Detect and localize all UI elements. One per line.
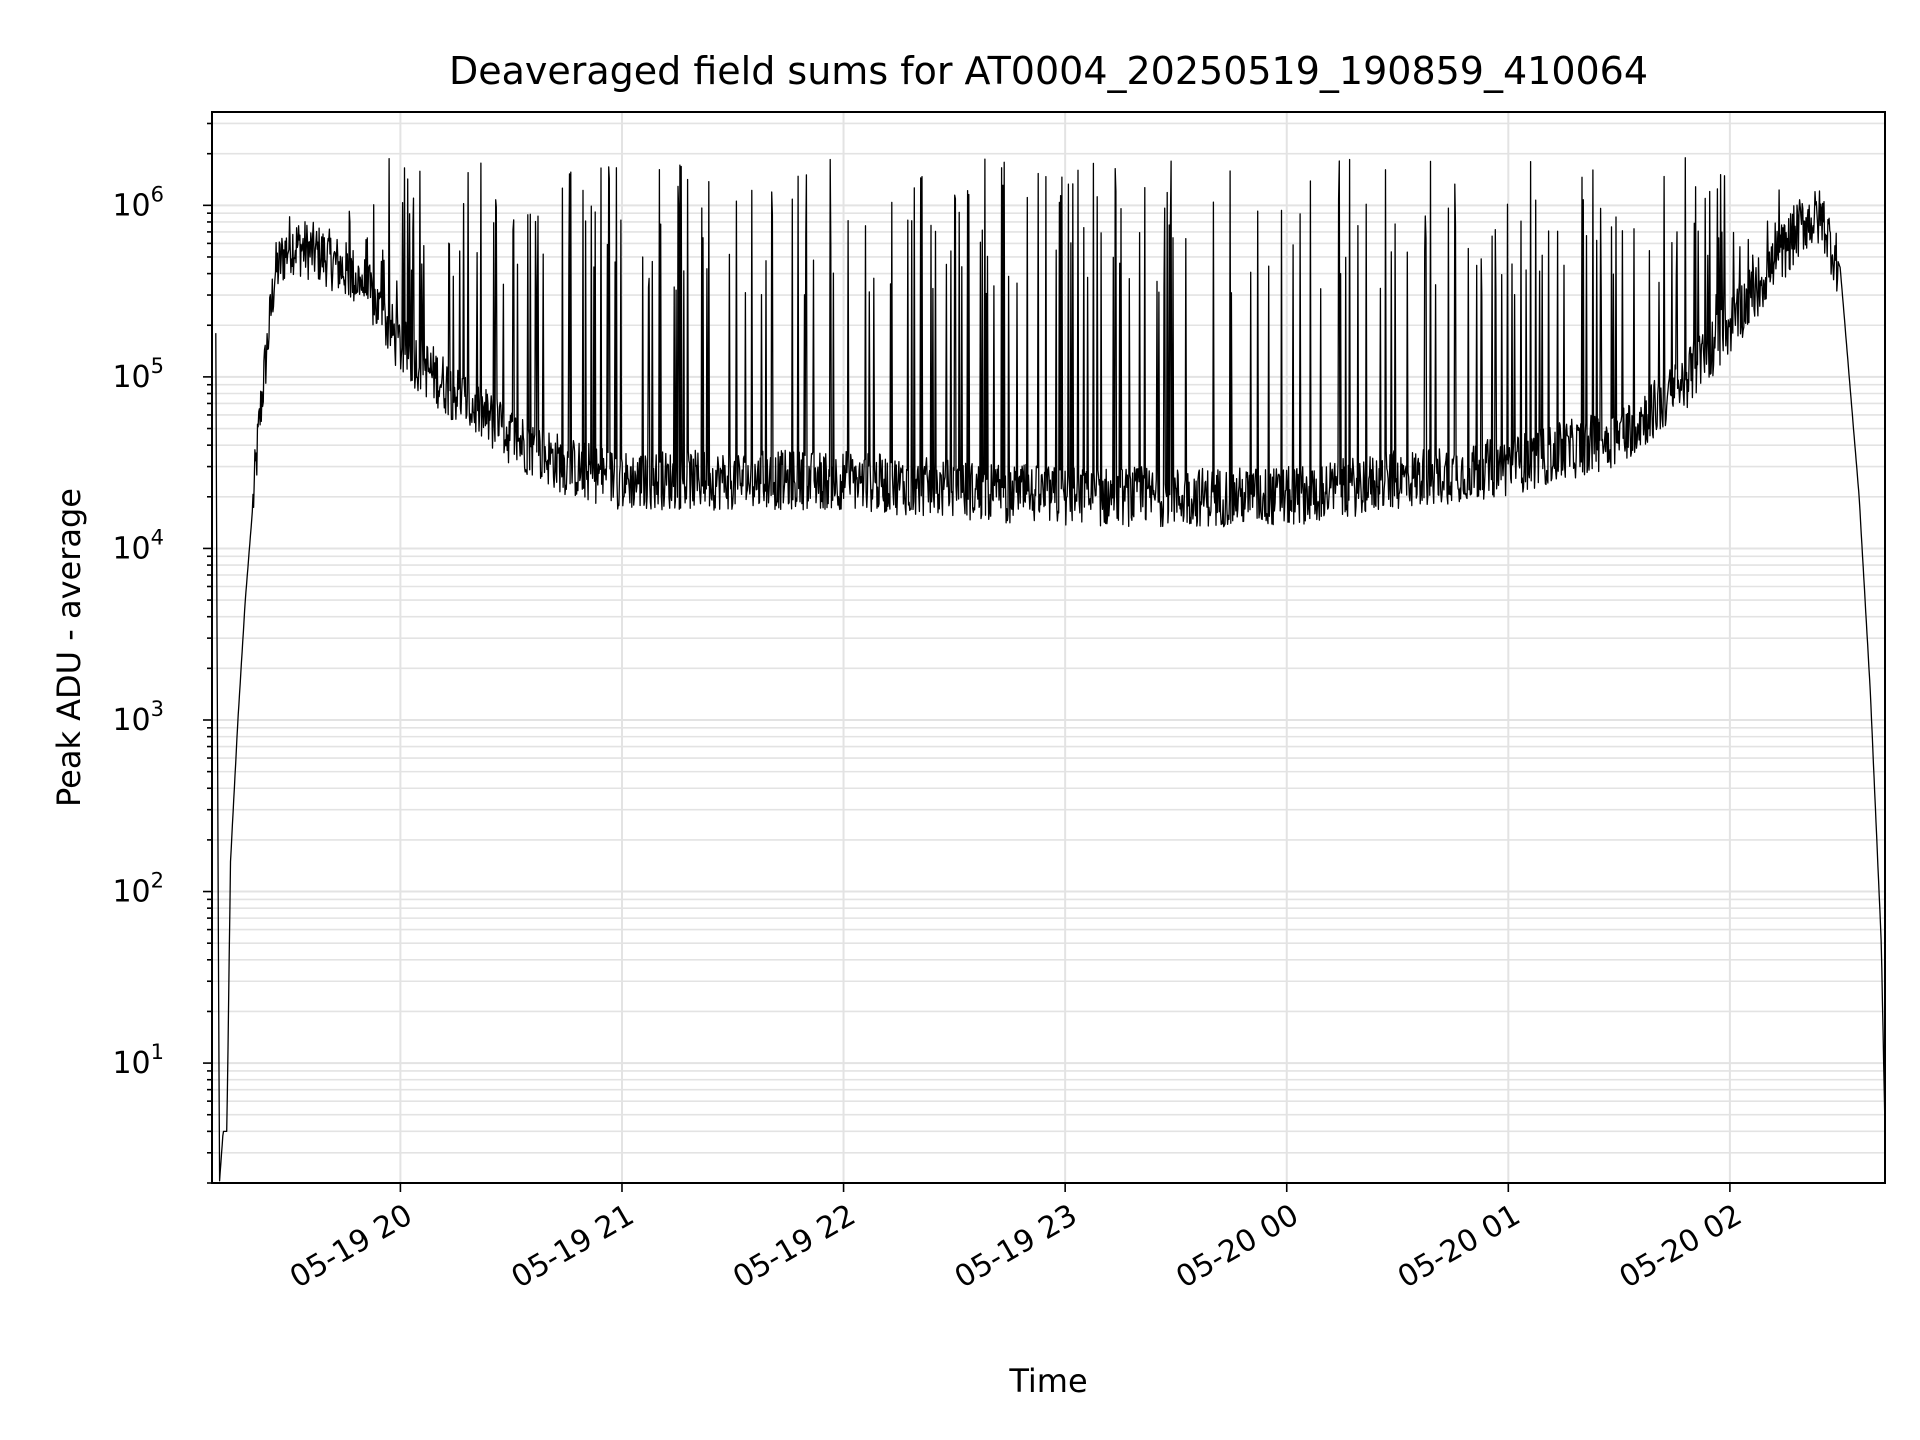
chart-title: Deaveraged field sums for AT0004_2025051… [449,49,1648,93]
plot-area [215,157,1885,1182]
x-axis-title: Time [1008,1362,1087,1400]
plot-frame [211,111,1886,1184]
y-tick-label: 102 [112,869,164,910]
y-tick-label: 106 [112,182,164,223]
y-tick-label: 101 [112,1040,164,1081]
grid [212,112,1885,1184]
y-tick-label: 103 [112,697,164,738]
y-axis: 101 102 103 104 105 106 [112,122,212,1184]
y-tick-label: 104 [112,525,164,566]
series-line [215,157,1885,1182]
y-tick-label: 105 [112,354,164,395]
y-axis-title: Peak ADU - average [50,488,88,807]
